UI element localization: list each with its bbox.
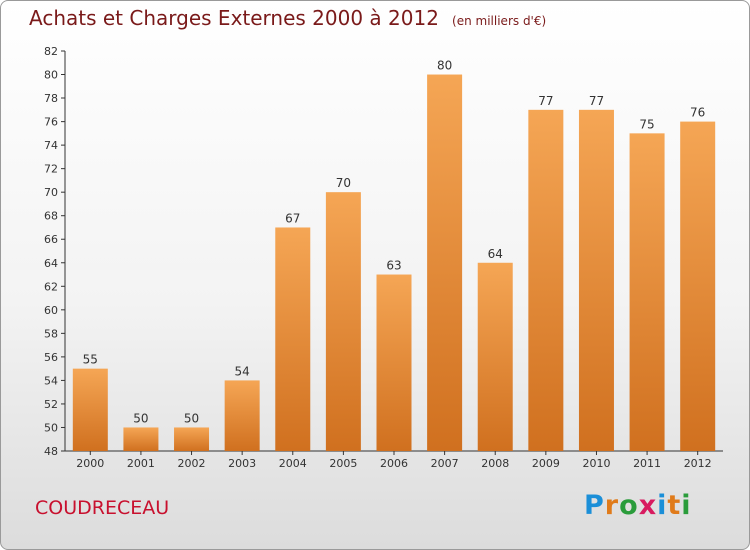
proxiti-logo: Proxiti xyxy=(584,490,692,521)
y-tick-label: 58 xyxy=(44,327,58,340)
x-tick-label: 2010 xyxy=(582,457,610,470)
x-tick-label: 2005 xyxy=(329,457,357,470)
y-tick-label: 70 xyxy=(44,186,58,199)
y-tick-label: 78 xyxy=(44,92,58,105)
bar-value-label: 64 xyxy=(488,247,503,261)
bar xyxy=(275,227,311,451)
y-tick-label: 68 xyxy=(44,210,58,223)
y-tick-label: 60 xyxy=(44,304,58,317)
y-tick-label: 54 xyxy=(44,374,58,387)
bar-value-label: 55 xyxy=(83,353,98,367)
y-tick-label: 62 xyxy=(44,280,58,293)
bar-value-label: 75 xyxy=(639,117,654,131)
bar xyxy=(123,427,159,451)
bar xyxy=(477,262,513,451)
y-tick-label: 66 xyxy=(44,233,58,246)
y-tick-label: 50 xyxy=(44,421,58,434)
x-tick-label: 2000 xyxy=(76,457,104,470)
y-tick-label: 52 xyxy=(44,398,58,411)
bar xyxy=(528,109,564,451)
bar xyxy=(578,109,614,451)
bar-value-label: 80 xyxy=(437,59,452,73)
y-tick-label: 56 xyxy=(44,351,58,364)
x-tick-label: 2004 xyxy=(279,457,307,470)
bar-value-label: 76 xyxy=(690,106,705,120)
bar xyxy=(174,427,210,451)
bar xyxy=(72,368,108,451)
x-tick-label: 2007 xyxy=(431,457,459,470)
bar xyxy=(224,380,260,451)
y-tick-label: 64 xyxy=(44,257,58,270)
bar-value-label: 54 xyxy=(235,364,250,378)
y-tick-label: 48 xyxy=(44,445,58,458)
bar-value-label: 63 xyxy=(386,259,401,273)
x-tick-label: 2006 xyxy=(380,457,408,470)
chart-subtitle: (en milliers d'€) xyxy=(452,14,547,28)
y-tick-label: 76 xyxy=(44,116,58,129)
y-tick-label: 72 xyxy=(44,163,58,176)
bar-value-label: 77 xyxy=(538,94,553,108)
bar xyxy=(629,133,665,451)
x-tick-label: 2012 xyxy=(684,457,712,470)
bar xyxy=(376,274,412,451)
y-tick-label: 74 xyxy=(44,139,58,152)
chart-title: Achats et Charges Externes 2000 à 2012 xyxy=(29,6,439,30)
x-tick-label: 2001 xyxy=(127,457,155,470)
bar xyxy=(427,74,463,451)
commune-name: COUDRECEAU xyxy=(35,497,170,519)
x-tick-label: 2002 xyxy=(178,457,206,470)
bar-value-label: 50 xyxy=(133,411,148,425)
y-tick-label: 82 xyxy=(44,45,58,58)
bar-value-label: 67 xyxy=(285,211,300,225)
chart-title-block: Achats et Charges Externes 2000 à 2012 (… xyxy=(29,6,546,30)
bar xyxy=(325,192,361,452)
bar xyxy=(680,121,716,452)
x-tick-label: 2011 xyxy=(633,457,661,470)
bar-value-label: 50 xyxy=(184,411,199,425)
x-tick-label: 2003 xyxy=(228,457,256,470)
x-tick-label: 2008 xyxy=(481,457,509,470)
bar-value-label: 77 xyxy=(589,94,604,108)
x-tick-label: 2009 xyxy=(532,457,560,470)
y-tick-label: 80 xyxy=(44,69,58,82)
bar-value-label: 70 xyxy=(336,176,351,190)
